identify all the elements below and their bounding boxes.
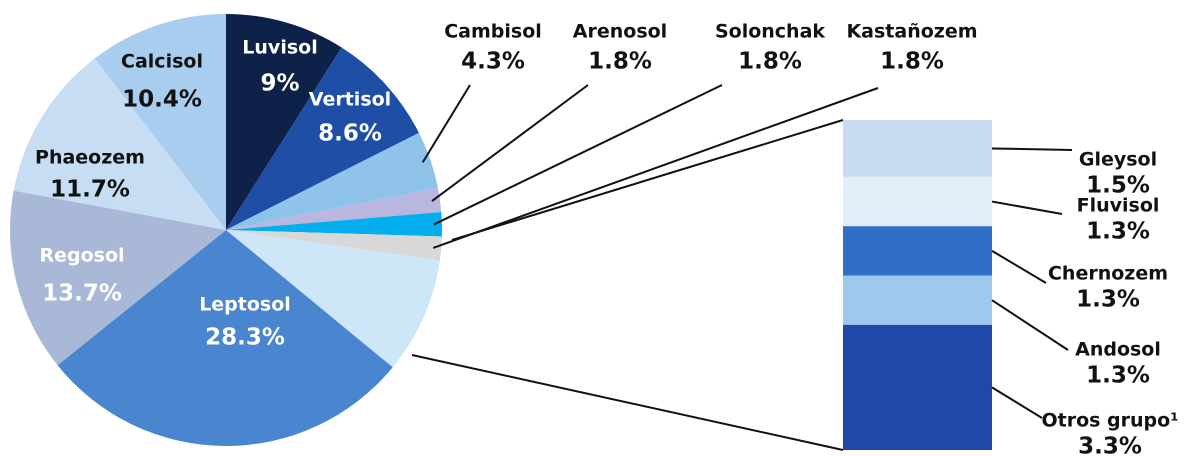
bar-segment (843, 176, 992, 227)
leader-line (432, 87, 879, 249)
pie-slice (226, 187, 442, 230)
leader-line (991, 250, 1047, 284)
slice-value: 10.4% (122, 87, 202, 113)
leader-line (991, 147, 1073, 151)
bar-label: Fluvisol (1077, 195, 1160, 217)
bar-label: Otros grupo¹ (1041, 410, 1178, 432)
bar-value: 1.3% (1076, 287, 1140, 313)
connector-line (451, 119, 844, 241)
slice-value: 1.8% (738, 49, 802, 75)
leader-line (431, 84, 589, 202)
leader-line (991, 200, 1063, 215)
slice-value: 8.6% (318, 121, 382, 147)
pie-slice (9, 190, 227, 366)
slice-label: Luvisol (242, 37, 317, 59)
slice-label: Kastañozem (846, 21, 977, 43)
bar-value: 1.3% (1086, 219, 1150, 245)
pie-slice (13, 58, 226, 231)
slice-label: Solonchak (715, 21, 825, 43)
slice-value: 1.8% (880, 49, 944, 75)
slice-label: Cambisol (444, 21, 542, 43)
connector-line (411, 354, 844, 451)
pie-slice (226, 212, 442, 237)
bar-segment (843, 120, 992, 177)
bar-value: 1.5% (1086, 173, 1150, 199)
slice-label: Vertisol (309, 89, 391, 111)
bar-label: Gleysol (1079, 149, 1157, 171)
leader-line (421, 84, 471, 163)
leader-line (991, 386, 1043, 419)
leader-line (433, 84, 723, 226)
slice-value: 13.7% (42, 281, 122, 307)
slice-label: Calcisol (121, 51, 203, 73)
bar-label: Chernozem (1048, 263, 1168, 285)
bar-segment (843, 324, 992, 450)
pie-slice (57, 230, 393, 446)
bar-label: Andosol (1075, 339, 1161, 361)
slice-value: 9% (260, 71, 299, 97)
slice-label: Leptosol (199, 294, 291, 316)
pie-slice (226, 14, 342, 230)
pie-slice (226, 132, 438, 230)
slice-label: Arenosol (573, 21, 667, 43)
pie-slice (226, 230, 440, 368)
pie-slice (226, 230, 442, 261)
slice-label: Phaeozem (35, 147, 145, 169)
bar-segment (843, 275, 992, 325)
slice-value: 4.3% (461, 49, 525, 75)
slice-value: 1.8% (588, 49, 652, 75)
pie-slice (226, 47, 419, 230)
slice-value: 28.3% (205, 325, 285, 351)
leader-line (991, 299, 1069, 351)
bar-value: 3.3% (1078, 434, 1142, 456)
slice-label: Regosol (39, 245, 124, 267)
pie-slice (94, 14, 226, 230)
bar-value: 1.3% (1086, 363, 1150, 389)
slice-value: 11.7% (50, 177, 130, 203)
bar-segment (843, 226, 992, 276)
